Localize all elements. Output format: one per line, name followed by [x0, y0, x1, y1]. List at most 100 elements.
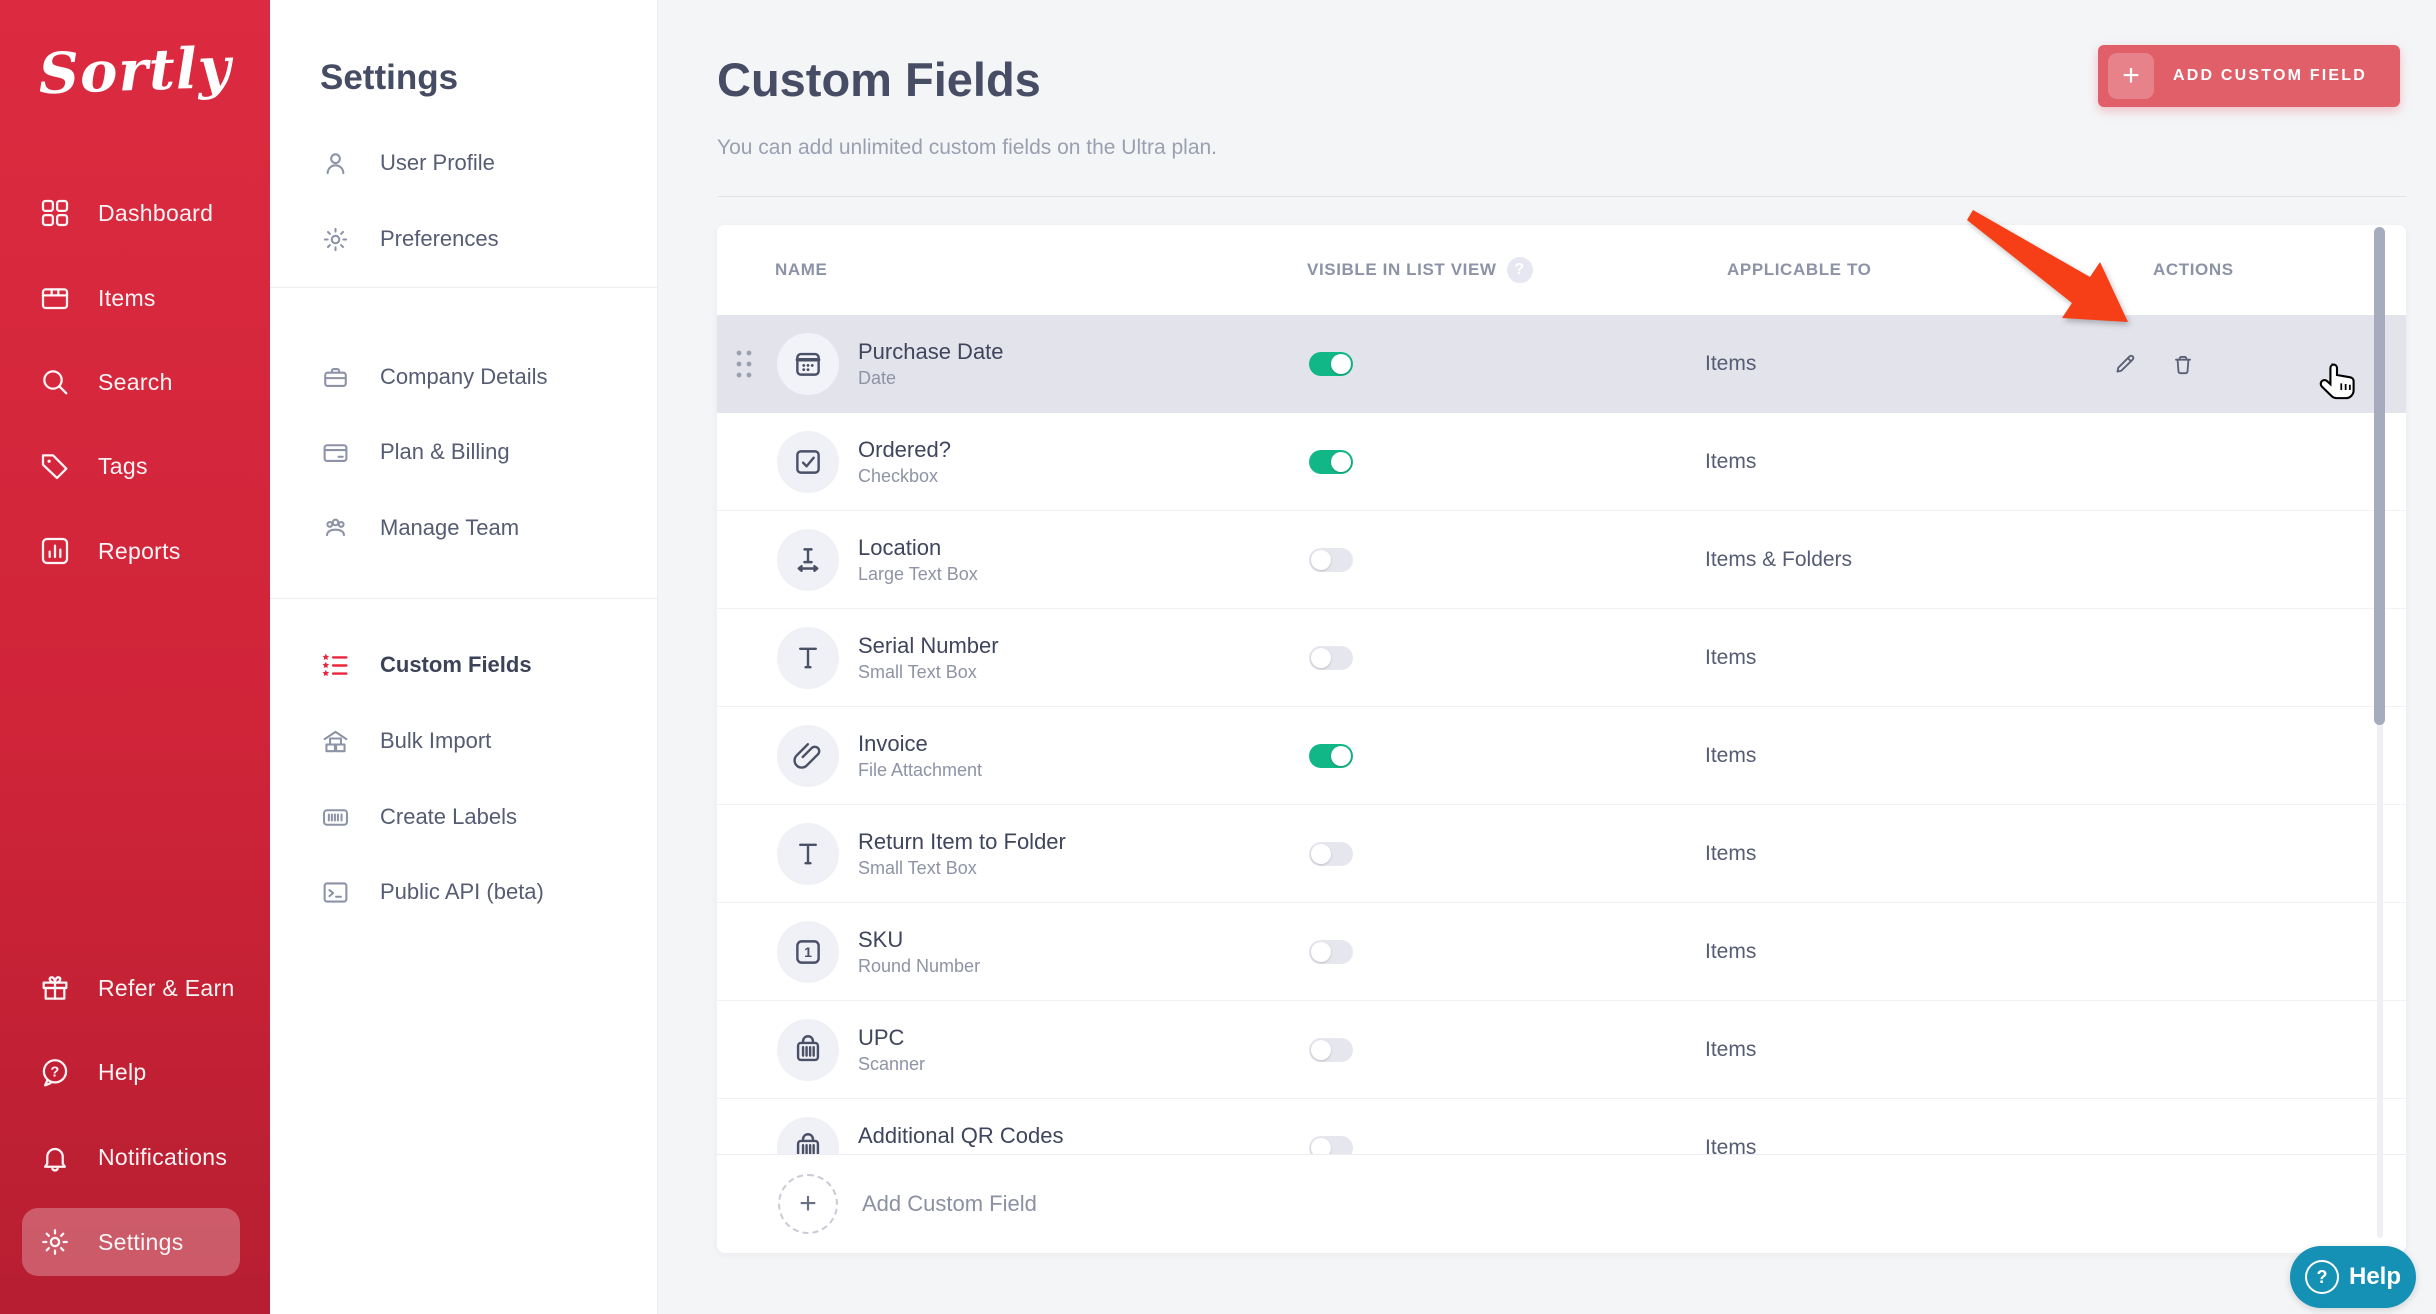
add-custom-field-row[interactable]: + Add Custom Field [717, 1154, 2406, 1253]
sidebar-item-help[interactable]: ? Help [0, 1030, 270, 1114]
table-row-invoice: Invoice File Attachment Items [717, 707, 2406, 805]
sidebar-item-refer-earn[interactable]: Refer & Earn [0, 946, 270, 1030]
items-box-icon [38, 281, 72, 315]
settings-nav-label: Company Details [380, 364, 548, 389]
terminal-icon [320, 877, 350, 907]
applicable-to: Items [1705, 1136, 1757, 1159]
settings-nav-custom-fields[interactable]: Custom Fields [270, 627, 658, 703]
sidebar-item-label: Settings [98, 1228, 184, 1255]
add-custom-field-button[interactable]: + ADD CUSTOM FIELD [2098, 45, 2400, 107]
gift-icon [38, 971, 72, 1005]
settings-nav-manage-team[interactable]: Manage Team [270, 490, 658, 566]
sidebar-item-notifications[interactable]: Notifications [0, 1115, 270, 1199]
sidebar-item-label: Search [98, 368, 173, 395]
field-type: Round Number [858, 956, 981, 976]
scrollbar-track[interactable] [2377, 230, 2383, 1238]
credit-card-icon [320, 437, 350, 467]
sidebar-item-tags[interactable]: Tags [0, 424, 270, 508]
settings-nav-user-profile[interactable]: User Profile [270, 125, 658, 201]
chat-question-icon: ? [38, 1055, 72, 1089]
sidebar-item-items[interactable]: Items [0, 256, 270, 340]
help-button[interactable]: ? Help [2290, 1246, 2416, 1308]
text-width-icon [777, 529, 839, 591]
field-name: Serial Number [858, 633, 999, 658]
team-icon [320, 513, 350, 543]
field-type: Small Text Box [858, 858, 977, 878]
settings-nav-preferences[interactable]: Preferences [270, 201, 658, 277]
visible-toggle[interactable] [1309, 1038, 1353, 1062]
search-icon [38, 365, 72, 399]
sidebar-item-label: Tags [98, 452, 148, 479]
toggle-knob [1331, 354, 1351, 374]
field-type: Large Text Box [858, 564, 978, 584]
applicable-to: Items [1705, 744, 1757, 767]
column-header-actions: ACTIONS [2153, 260, 2234, 279]
gear-icon [320, 224, 350, 254]
checkbox-icon [777, 431, 839, 493]
settings-nav-label: Custom Fields [380, 652, 532, 677]
field-name: Ordered? [858, 437, 951, 462]
applicable-to: Items [1705, 450, 1757, 473]
delete-trash-icon[interactable] [2170, 351, 2196, 377]
help-tooltip-icon[interactable]: ? [1506, 257, 1533, 283]
sortly-logo: Sortly [37, 34, 233, 108]
table-row-location: Location Large Text Box Items & Folders [717, 511, 2406, 609]
field-type: File Attachment [858, 760, 983, 780]
sidebar-item-dashboard[interactable]: Dashboard [0, 171, 270, 255]
visible-toggle[interactable] [1309, 842, 1353, 866]
applicable-to: Items [1705, 352, 1757, 375]
settings-nav-label: Manage Team [380, 515, 520, 540]
svg-text:1: 1 [804, 945, 812, 961]
page-subtitle: You can add unlimited custom fields on t… [717, 136, 1218, 159]
visible-toggle[interactable] [1309, 352, 1353, 376]
field-type: Small Text Box [858, 662, 977, 682]
table-row-return-item-to-folder: Return Item to Folder Small Text Box Items [717, 805, 2406, 903]
table-row-purchase-date: Purchase Date Date Items [717, 315, 2406, 413]
toggle-knob [1311, 550, 1331, 570]
sidebar-item-reports[interactable]: Reports [0, 509, 270, 593]
toggle-knob [1311, 1040, 1331, 1060]
bell-icon [38, 1140, 72, 1174]
visible-toggle[interactable] [1309, 548, 1353, 572]
barcode-label-icon [320, 802, 350, 832]
scrollbar-thumb[interactable] [2374, 227, 2385, 725]
column-header-applicable: APPLICABLE TO [1727, 260, 1872, 279]
settings-nav-label: User Profile [380, 150, 495, 175]
paperclip-icon [777, 725, 839, 787]
sidebar-item-label: Reports [98, 537, 181, 564]
text-icon [777, 627, 839, 689]
gear-icon [38, 1225, 72, 1259]
toggle-knob [1311, 844, 1331, 864]
page-title: Custom Fields [717, 53, 1041, 106]
visible-toggle[interactable] [1309, 450, 1353, 474]
field-type: Checkbox [858, 466, 939, 486]
applicable-to: Items [1705, 940, 1757, 963]
settings-nav-bulk-import[interactable]: Bulk Import [270, 703, 658, 779]
settings-nav-company-details[interactable]: Company Details [270, 339, 658, 415]
field-name: Location [858, 535, 942, 560]
settings-nav-plan-billing[interactable]: Plan & Billing [270, 414, 658, 490]
field-name: Invoice [858, 731, 928, 756]
header-divider [717, 196, 2406, 197]
settings-nav-create-labels[interactable]: Create Labels [270, 779, 658, 855]
svg-text:?: ? [50, 1064, 59, 1080]
visible-toggle[interactable] [1309, 940, 1353, 964]
table-row-sku: 1 SKU Round Number Items [717, 903, 2406, 1001]
drag-handle-icon[interactable] [735, 348, 753, 380]
star-list-icon [320, 650, 350, 680]
field-type: Scanner [858, 1054, 926, 1074]
toggle-knob [1311, 942, 1331, 962]
text-icon [777, 823, 839, 885]
edit-pencil-icon[interactable] [2112, 351, 2138, 377]
sidebar-item-settings[interactable]: Settings [0, 1200, 270, 1284]
settings-nav-public-api-beta[interactable]: Public API (beta) [270, 854, 658, 930]
sidebar-item-search[interactable]: Search [0, 340, 270, 424]
toggle-knob [1311, 648, 1331, 668]
settings-nav-label: Public API (beta) [380, 879, 544, 904]
sidebar-item-label: Help [98, 1058, 147, 1085]
visible-toggle[interactable] [1309, 744, 1353, 768]
tag-icon [38, 449, 72, 483]
table-header: NAME VISIBLE IN LIST VIEW ? APPLICABLE T… [717, 225, 2406, 316]
visible-toggle[interactable] [1309, 646, 1353, 670]
barcode-icon [777, 1019, 839, 1081]
